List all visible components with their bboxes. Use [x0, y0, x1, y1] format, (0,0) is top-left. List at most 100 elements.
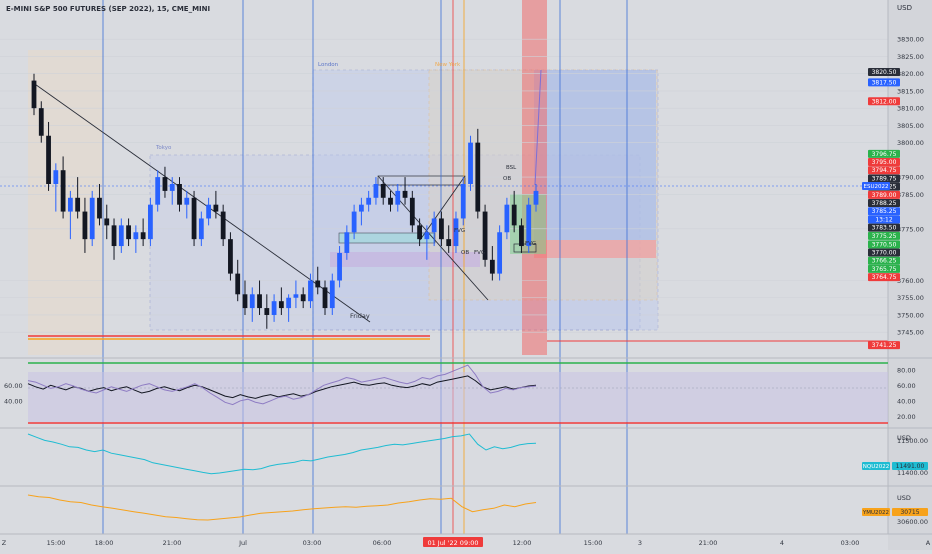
chart-annotations: Tokyo London New York Friday FVG OB BSL … — [155, 62, 536, 320]
price-tag-box — [868, 223, 900, 232]
candle-body — [140, 232, 146, 240]
indicator-last-tag — [892, 508, 928, 516]
price-tag-label: 3766.25 — [872, 258, 897, 265]
oscillator-bands — [28, 362, 888, 424]
price-tick-label: 3760.00 — [897, 277, 924, 285]
price-axis-ticks: 3830.00 3825.00 3820.00 3815.00 3810.00 3805.… — [4, 36, 928, 526]
candle-body — [497, 232, 503, 274]
indicator-series-line — [27, 494, 537, 521]
oscillator-left-tick: 40.00 — [4, 397, 23, 405]
london-label: London — [318, 62, 339, 68]
price-tag-label: 3741.25 — [872, 342, 897, 349]
candle-body — [322, 287, 328, 309]
time-axis-label: 3 — [638, 539, 642, 547]
killzone-red-column — [522, 0, 547, 355]
ob-box-1 — [330, 252, 480, 267]
candle-body — [519, 225, 524, 247]
candle-body — [417, 225, 422, 240]
price-tag-box — [868, 341, 900, 350]
candle-body — [293, 294, 299, 298]
candle-body — [53, 170, 59, 184]
indicator-tick-label: 20.00 — [897, 413, 916, 421]
candle-body — [439, 218, 444, 240]
candle-body — [38, 108, 44, 136]
candle-body — [504, 204, 510, 233]
candle-body — [526, 204, 532, 247]
candle-body — [67, 197, 73, 212]
fvg-label-1: FVG — [454, 228, 465, 234]
price-tag-label: 3812.00 — [872, 98, 897, 105]
ym-currency-label: USD — [897, 494, 911, 502]
oscillator-left-tick: 60.00 — [4, 382, 23, 390]
price-tag-label: 3789.00 — [872, 192, 897, 199]
time-axis-label: 01 Jul '22 09:00 — [427, 539, 478, 547]
price-tag-box — [868, 149, 900, 158]
time-axis-label: 18:00 — [95, 539, 114, 547]
indicator-tick-label: 80.00 — [897, 366, 916, 374]
price-tag-box — [868, 199, 900, 208]
candle-body — [235, 273, 241, 295]
price-tick-label: 3790.00 — [897, 174, 924, 182]
stop-zone-box — [534, 240, 656, 258]
candle-body — [257, 294, 262, 309]
candle-body — [198, 218, 204, 240]
indicator-tick-label: 60.00 — [897, 382, 916, 390]
price-tag-label: 3770.00 — [872, 250, 897, 257]
target-zone-box — [534, 70, 656, 240]
candlestick-series — [31, 73, 539, 329]
candle-body — [148, 204, 153, 240]
symbol-tag-box — [862, 462, 890, 470]
candle-body — [380, 184, 386, 198]
candle-body — [329, 280, 335, 309]
price-tag-label: 3820.50 — [872, 69, 897, 76]
price-tag-box — [868, 264, 900, 273]
price-tag-box — [868, 166, 900, 175]
candle-body — [315, 280, 321, 288]
candle-body — [31, 80, 37, 109]
fvg-label-3: FVG — [525, 241, 536, 247]
indicator-lines — [27, 364, 537, 521]
price-tick-label: 3810.00 — [897, 105, 924, 113]
indicator-tick-label: 30600.00 — [897, 518, 928, 526]
symbol-tag-box — [862, 508, 890, 516]
candle-body — [118, 225, 124, 247]
candle-body — [409, 197, 415, 226]
candle-body — [489, 259, 495, 274]
price-tag-box — [868, 190, 900, 199]
price-tag-label: 13:12 — [875, 216, 892, 223]
time-axis-label: 06:00 — [373, 539, 392, 547]
price-tag-label: 3765.75 — [872, 266, 897, 273]
price-tick-label: 3745.00 — [897, 329, 924, 337]
candle-body — [111, 225, 117, 247]
candle-body — [220, 211, 226, 240]
indicator-last-label: 30715 — [900, 509, 919, 516]
price-tag-label: 3789.75 — [872, 175, 897, 182]
price-tick-label: 3825.00 — [897, 53, 924, 61]
fvg-box-1 — [338, 232, 436, 244]
price-tick-label: 3805.00 — [897, 122, 924, 130]
indicator-series-line — [27, 364, 537, 406]
candle-body — [249, 294, 255, 309]
time-axis: Z 15:00 18:00 21:00 Jul 03:00 06:00 01 Jul '22 … — [2, 537, 931, 547]
price-tag-box — [868, 215, 900, 224]
time-axis-label: A — [926, 539, 931, 547]
candle-body — [177, 184, 182, 205]
candle-body — [395, 190, 401, 205]
candle-body — [162, 177, 168, 191]
candle-body — [104, 218, 110, 226]
price-tag-label: 3770.50 — [872, 241, 897, 248]
candle-body — [191, 197, 197, 240]
candle-body — [126, 225, 131, 240]
candle-body — [46, 135, 51, 184]
currency-label: USD — [897, 4, 912, 12]
time-axis-label: 4 — [780, 539, 784, 547]
time-axis-label: 12:00 — [513, 539, 532, 547]
candle-body — [475, 142, 481, 212]
candle-body — [60, 170, 66, 212]
candle-body — [482, 211, 488, 260]
candle-body — [206, 204, 212, 219]
price-tag-box — [868, 158, 900, 167]
tokyo-label: Tokyo — [155, 145, 172, 151]
